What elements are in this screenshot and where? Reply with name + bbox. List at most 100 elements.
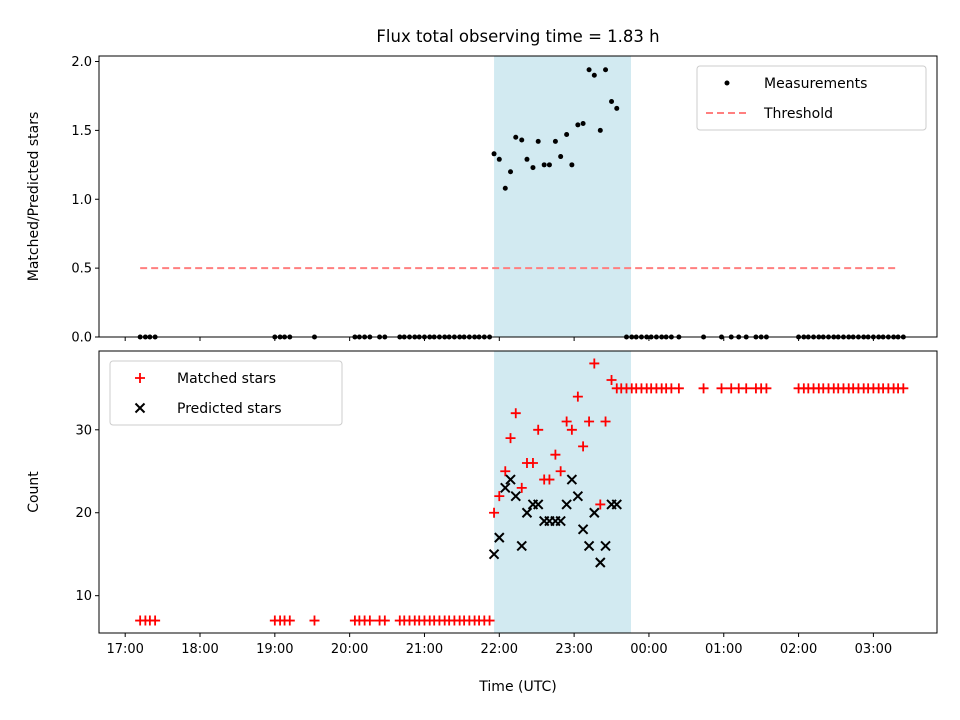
predicted-stars-point [589, 507, 600, 518]
measurements-point [569, 162, 575, 168]
matched-stars-point [516, 482, 527, 493]
predicted-stars-point [566, 474, 578, 485]
matched-stars-point [584, 416, 595, 427]
axes-frame [98, 350, 938, 634]
measurements-point [591, 72, 597, 78]
measurements-point [519, 137, 525, 143]
measurements-point [614, 105, 620, 111]
x-tick-label: 18:00 [181, 642, 218, 657]
matched-stars-point [494, 491, 505, 502]
measurements-point [508, 169, 514, 175]
x-tick-label: 21:00 [406, 642, 443, 657]
measurements-point [609, 98, 615, 104]
x-tick-label: 02:00 [780, 642, 817, 657]
ratio-panel: 0.0 0.5 1.0 1.5 2.0 Matched/Predicted stars Me… [26, 55, 938, 346]
predicted-stars-point [577, 524, 589, 535]
matched-stars-point [309, 615, 320, 626]
matched-stars-point [698, 383, 709, 394]
x-tick-label: 20:00 [331, 642, 368, 657]
matched-stars-point [533, 424, 544, 435]
predicted-stars-point [516, 540, 527, 552]
predicted-stars-point [561, 499, 572, 510]
predicted-stars-point [611, 499, 622, 510]
observing-window-span [494, 351, 631, 633]
predicted-stars-point [532, 499, 544, 510]
matched-stars-point [550, 449, 561, 460]
legend-label: Predicted stars [177, 401, 282, 417]
x-tick-label: 03:00 [855, 642, 892, 657]
matched-stars-point [500, 466, 511, 477]
measurements-point [564, 132, 570, 138]
matched-stars-point [284, 615, 295, 626]
measurements-point [546, 162, 552, 168]
matched-stars-point [484, 615, 495, 626]
predicted-stars-point [494, 532, 505, 543]
x-tick-label: 17:00 [106, 642, 143, 657]
matched-stars-point [606, 375, 617, 386]
legend-box [696, 65, 927, 131]
matched-stars-point [898, 383, 909, 394]
y-tick-label: 1.5 [71, 124, 92, 139]
legend-marker [134, 402, 146, 414]
legend-marker [724, 80, 730, 86]
predicted-stars-point [583, 540, 595, 552]
matched-stars-point [527, 457, 538, 468]
matched-stars-point [600, 416, 611, 427]
y-tick-label: 10 [75, 589, 92, 604]
legend-label: Threshold [763, 106, 833, 122]
measurements-point [491, 151, 497, 157]
y-axis-label: Matched/Predicted stars [26, 112, 42, 282]
matched-stars-point [589, 358, 600, 369]
x-tick-label: 01:00 [705, 642, 742, 657]
measurements-point [513, 134, 519, 140]
predicted-stars-point [505, 474, 516, 485]
x-tick-label: 23:00 [555, 642, 592, 657]
y-tick-label: 30 [75, 423, 92, 438]
count-panel: 10 20 30 17:00 18:00 19:00 20:00 21:00 22:00 23:0… [26, 350, 938, 657]
measurements-point [524, 156, 530, 162]
predicted-stars-point [600, 540, 611, 552]
matched-stars-point [595, 499, 606, 510]
predicted-stars-point [595, 557, 606, 568]
legend-label: Measurements [764, 76, 867, 92]
matched-stars-point [566, 424, 577, 435]
matched-stars-point [505, 433, 516, 444]
matched-stars-point [489, 507, 500, 518]
measurements-point [496, 156, 502, 162]
matched-stars-point [379, 615, 390, 626]
legend-label: Matched stars [177, 371, 276, 387]
matched-stars-point [544, 474, 555, 485]
measurements-point [541, 162, 547, 168]
matched-stars-point [761, 383, 772, 394]
legend-marker [135, 373, 145, 383]
predicted-stars-point [500, 482, 511, 494]
measurements-point [558, 154, 564, 160]
matched-stars-point [572, 391, 583, 402]
measurements-point [597, 127, 603, 133]
y-tick-label: 20 [75, 506, 92, 521]
measurements-point [603, 67, 609, 73]
legend-box [109, 360, 343, 426]
chart-title: Flux total observing time = 1.83 h [376, 27, 659, 46]
predicted-stars-point [488, 548, 500, 560]
y-tick-label: 0.0 [71, 331, 92, 346]
matched-stars-point [561, 416, 572, 427]
x-tick-label: 22:00 [481, 642, 518, 657]
matched-stars-point [716, 383, 727, 394]
matched-stars-point [578, 441, 589, 452]
measurements-point [530, 165, 536, 171]
measurements-point [502, 185, 508, 191]
matched-stars-point [150, 615, 161, 626]
matched-stars-point [510, 408, 521, 419]
axes-frame [98, 55, 938, 338]
matched-stars-point [673, 383, 684, 394]
measurements-point [580, 120, 586, 126]
x-axis-label: Time (UTC) [478, 679, 556, 695]
x-tick-label: 00:00 [630, 642, 667, 657]
y-axis-label: Count [26, 471, 42, 513]
matched-stars-point [741, 383, 752, 394]
matched-stars-point [555, 466, 566, 477]
y-tick-label: 2.0 [71, 55, 92, 70]
predicted-stars-point [572, 490, 584, 502]
